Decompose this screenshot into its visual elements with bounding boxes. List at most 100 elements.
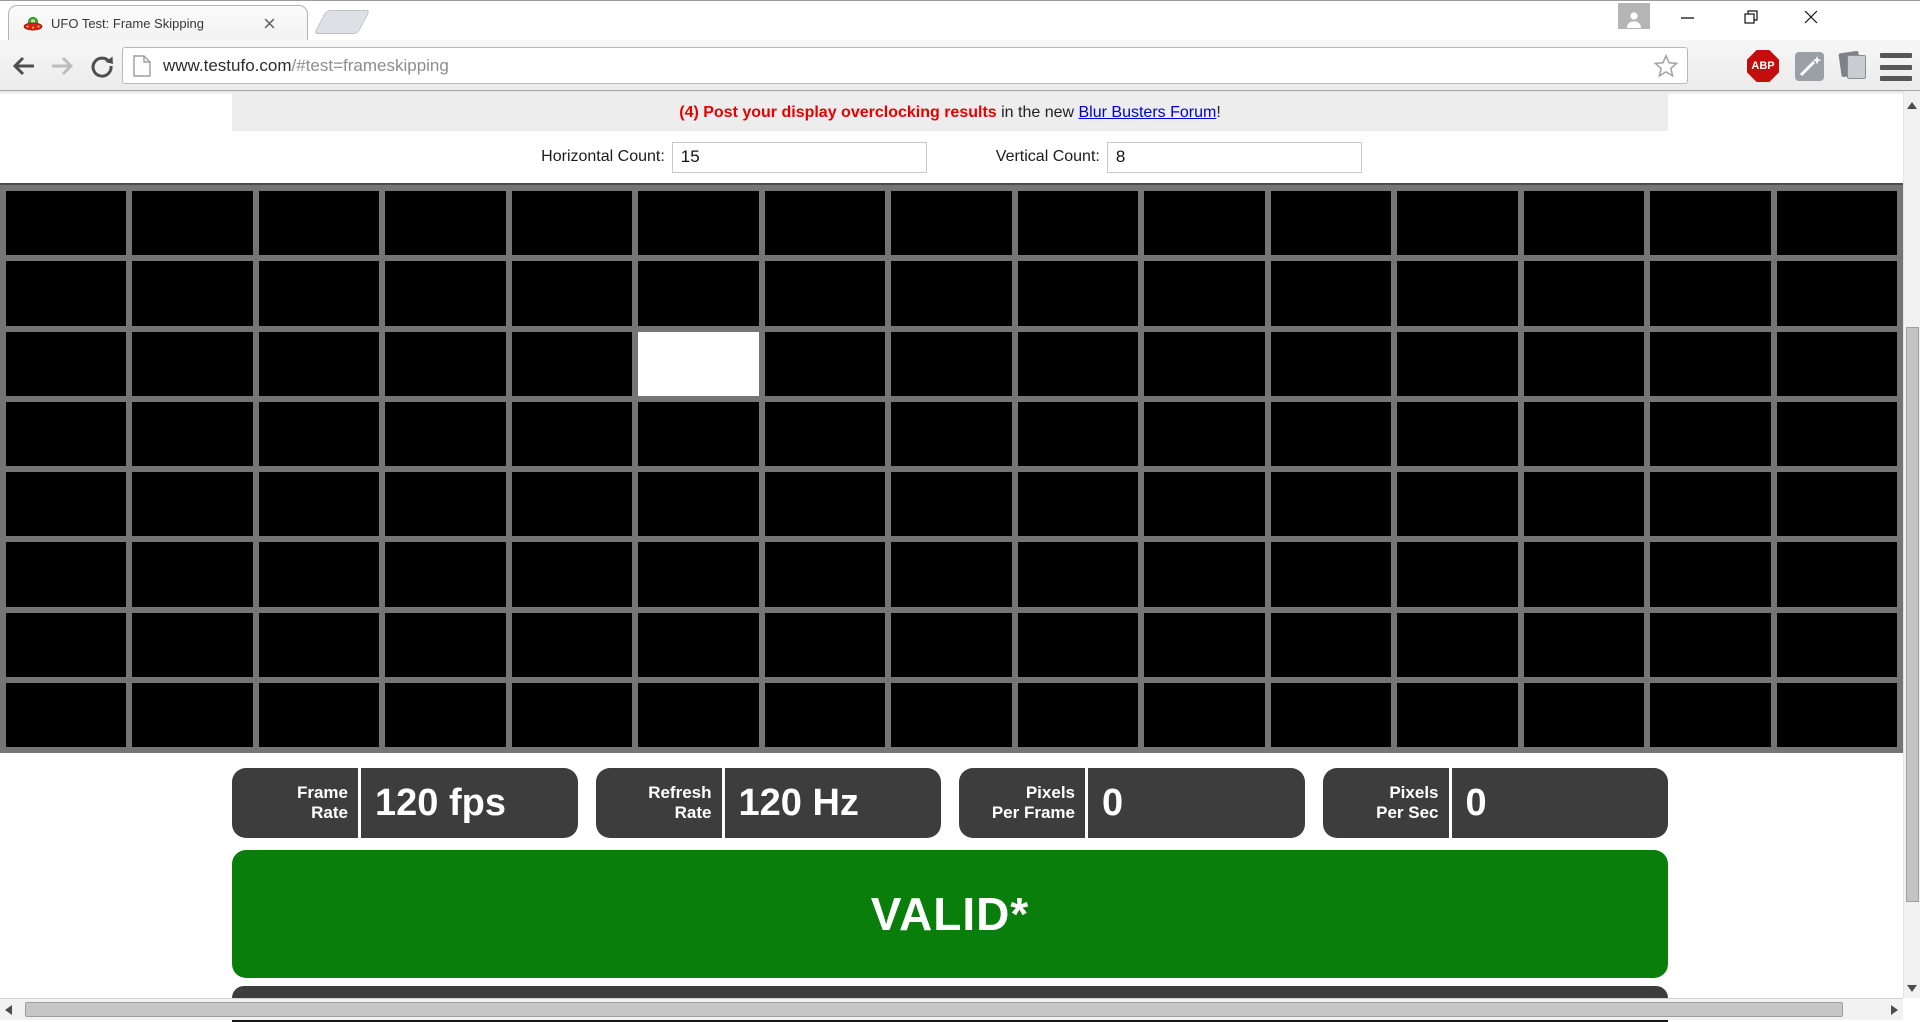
address-bar[interactable]: www.testufo.com/#test=frameskipping [122, 47, 1688, 84]
grid-cell [6, 612, 127, 677]
grid-cell [385, 542, 506, 607]
grid-cell [1397, 472, 1518, 537]
grid-cell [6, 331, 127, 396]
grid-cell [1776, 331, 1897, 396]
grid-cell [638, 191, 759, 256]
grid-cell [1776, 261, 1897, 326]
stat-label: Refresh Rate [648, 782, 712, 822]
back-button[interactable] [8, 50, 40, 82]
stat-value: 0 [1102, 781, 1124, 824]
next-section-strip [232, 986, 1668, 998]
tab-title: UFO Test: Frame Skipping [51, 16, 204, 31]
grid-cell [511, 542, 633, 607]
stat-divider [1448, 768, 1452, 838]
bookmark-star-icon[interactable] [1653, 53, 1679, 79]
stat-label: Pixels Per Sec [1376, 782, 1439, 822]
grid-cell [258, 682, 380, 747]
grid-cell [385, 612, 506, 677]
grid-cell [6, 472, 127, 537]
grid-cell [638, 401, 759, 466]
horizontal-count-label: Horizontal Count: [541, 148, 665, 165]
toolbar-shadow [0, 91, 1903, 95]
grid-cell [1270, 401, 1392, 466]
validity-banner: VALID* [232, 850, 1668, 978]
stat-value: 120 fps [375, 781, 506, 824]
forward-button[interactable] [46, 50, 78, 82]
grid-cell [1523, 612, 1645, 677]
notice-suffix: ! [1216, 103, 1221, 121]
grid-cell [511, 612, 633, 677]
profile-icon[interactable] [1618, 3, 1650, 29]
grid-cell [1017, 612, 1139, 677]
page-front-sheet [1847, 55, 1866, 79]
grid-cell [1017, 472, 1139, 537]
grid-cell [1144, 331, 1265, 396]
grid-cell [1270, 261, 1392, 326]
vertical-count-input[interactable] [1106, 141, 1362, 173]
stat-divider [721, 768, 725, 838]
abp-label: ABP [1751, 60, 1775, 72]
grid-cell [891, 612, 1012, 677]
vertical-scrollbar[interactable] [1903, 91, 1920, 998]
grid-cell [1144, 612, 1265, 677]
page-viewport: (4) Post your display overclocking resul… [0, 91, 1903, 998]
scroll-right-icon[interactable] [1891, 1005, 1898, 1015]
grid-cell [132, 191, 253, 256]
grid-cell [1523, 331, 1645, 396]
grid-cell [511, 191, 633, 256]
bottom-edge-band [232, 1020, 1668, 1022]
grid-cell [511, 401, 633, 466]
count-controls: Horizontal Count: Vertical Count: [0, 140, 1903, 174]
grid-cell [6, 542, 127, 607]
minimize-button[interactable] [1664, 1, 1710, 33]
grid-cell [1270, 682, 1392, 747]
frame-skipping-grid [0, 183, 1903, 753]
grid-cell [1650, 472, 1771, 537]
grid-cell [891, 682, 1012, 747]
validity-text: VALID* [870, 888, 1030, 940]
stat-divider [358, 768, 361, 838]
scroll-left-icon[interactable] [5, 1005, 12, 1015]
browser-tab[interactable]: UFO Test: Frame Skipping [8, 5, 308, 41]
grid-cell [132, 682, 253, 747]
screenshot-wand-icon[interactable] [1795, 52, 1824, 81]
grid-cell [891, 542, 1012, 607]
new-tab-button[interactable] [313, 10, 371, 34]
close-button[interactable] [1788, 1, 1834, 33]
grid-cell [764, 331, 886, 396]
stat-divider [1085, 768, 1088, 838]
horizontal-scroll-thumb[interactable] [25, 1002, 1843, 1017]
grid-cell [1270, 472, 1392, 537]
grid-cell [258, 542, 380, 607]
scroll-down-icon[interactable] [1907, 985, 1917, 992]
adblock-plus-icon[interactable]: ABP [1745, 50, 1781, 82]
grid-cell [385, 261, 506, 326]
grid-cell [1144, 191, 1265, 256]
grid-cell [511, 682, 633, 747]
url-text[interactable]: www.testufo.com/#test=frameskipping [163, 56, 1653, 76]
vertical-scroll-thumb[interactable] [1906, 327, 1919, 902]
horizontal-scrollbar[interactable] [0, 998, 1903, 1020]
grid-cell [764, 401, 886, 466]
grid-cell [6, 401, 127, 466]
blur-busters-forum-link[interactable]: Blur Busters Forum [1078, 103, 1217, 121]
grid-cell [1270, 542, 1392, 607]
grid-cell [1144, 261, 1265, 326]
scroll-up-icon[interactable] [1907, 102, 1917, 109]
grid-cell [638, 261, 759, 326]
vertical-count-label: Vertical Count: [995, 148, 1100, 165]
grid-cell [1523, 472, 1645, 537]
reload-button[interactable] [86, 50, 118, 82]
grid-cell [258, 401, 380, 466]
browser-menu-icon[interactable] [1880, 53, 1912, 81]
grid-cell [258, 191, 380, 256]
grid-cell [638, 331, 759, 396]
stat-refresh-rate: Refresh Rate 120 Hz [595, 768, 941, 838]
grid-cell [891, 401, 1012, 466]
grid-cell [764, 261, 886, 326]
horizontal-count-input[interactable] [671, 141, 927, 173]
tab-close-icon[interactable] [258, 13, 280, 35]
notice-middle: in the new [996, 103, 1079, 121]
restore-button[interactable] [1728, 1, 1774, 33]
pages-extension-icon[interactable] [1838, 50, 1868, 82]
